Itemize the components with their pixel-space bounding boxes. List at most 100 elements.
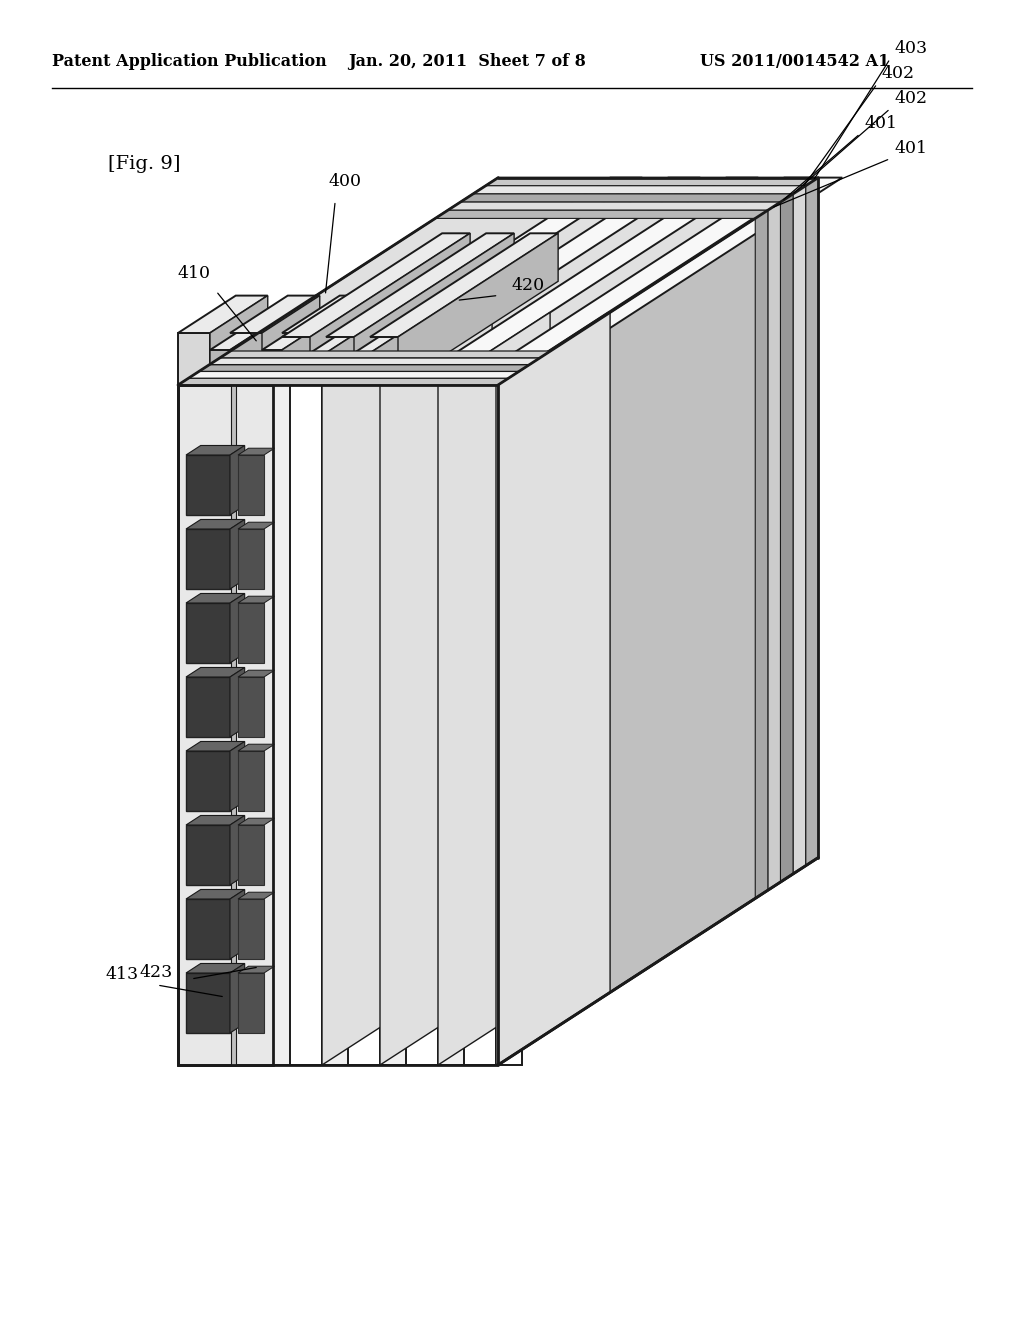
- Polygon shape: [220, 351, 551, 358]
- Polygon shape: [230, 668, 245, 737]
- Polygon shape: [210, 350, 230, 385]
- Text: [Fig. 9]: [Fig. 9]: [108, 154, 180, 173]
- Polygon shape: [238, 825, 264, 884]
- Polygon shape: [238, 523, 274, 529]
- Polygon shape: [290, 385, 322, 1065]
- Polygon shape: [230, 890, 245, 960]
- Polygon shape: [461, 194, 793, 202]
- Polygon shape: [768, 202, 780, 890]
- Polygon shape: [238, 671, 274, 677]
- Polygon shape: [178, 333, 210, 385]
- Polygon shape: [238, 973, 264, 1034]
- Polygon shape: [178, 296, 267, 333]
- Polygon shape: [370, 234, 558, 337]
- Polygon shape: [314, 350, 328, 385]
- Polygon shape: [186, 677, 230, 737]
- Polygon shape: [348, 178, 700, 385]
- Polygon shape: [186, 603, 230, 663]
- Polygon shape: [238, 455, 264, 515]
- Polygon shape: [348, 385, 380, 1065]
- Polygon shape: [473, 186, 806, 194]
- Polygon shape: [178, 385, 498, 1065]
- Polygon shape: [186, 816, 245, 825]
- Polygon shape: [186, 825, 230, 884]
- Polygon shape: [186, 594, 245, 603]
- Polygon shape: [354, 249, 530, 352]
- Polygon shape: [230, 964, 245, 1034]
- Polygon shape: [186, 751, 230, 810]
- Polygon shape: [326, 249, 486, 385]
- Polygon shape: [238, 966, 274, 973]
- Polygon shape: [238, 677, 264, 737]
- Text: 402: 402: [882, 65, 914, 82]
- Text: Patent Application Publication: Patent Application Publication: [52, 53, 327, 70]
- Polygon shape: [186, 899, 230, 960]
- Polygon shape: [178, 347, 331, 385]
- Polygon shape: [211, 359, 314, 364]
- Polygon shape: [310, 352, 326, 385]
- Polygon shape: [202, 364, 305, 370]
- Text: Jan. 20, 2011  Sheet 7 of 8: Jan. 20, 2011 Sheet 7 of 8: [348, 53, 586, 70]
- Polygon shape: [806, 178, 818, 866]
- Polygon shape: [322, 313, 434, 1065]
- Polygon shape: [406, 178, 758, 385]
- Polygon shape: [756, 210, 768, 899]
- Polygon shape: [354, 234, 514, 385]
- Polygon shape: [447, 202, 780, 210]
- Polygon shape: [238, 751, 264, 810]
- Polygon shape: [793, 186, 806, 874]
- Polygon shape: [238, 899, 264, 960]
- Polygon shape: [210, 358, 540, 364]
- Polygon shape: [370, 249, 530, 385]
- Polygon shape: [370, 337, 398, 385]
- Polygon shape: [230, 296, 319, 333]
- Polygon shape: [219, 352, 323, 359]
- Polygon shape: [186, 742, 245, 751]
- Polygon shape: [199, 364, 529, 371]
- Polygon shape: [464, 385, 496, 1065]
- Polygon shape: [230, 445, 245, 515]
- Polygon shape: [227, 347, 331, 352]
- Polygon shape: [485, 178, 818, 186]
- Polygon shape: [230, 594, 245, 663]
- Polygon shape: [398, 234, 558, 385]
- Text: 413: 413: [105, 966, 138, 983]
- Polygon shape: [314, 313, 386, 350]
- Polygon shape: [282, 333, 314, 385]
- Text: 420: 420: [511, 277, 545, 294]
- Polygon shape: [230, 520, 245, 589]
- Text: 402: 402: [894, 90, 928, 107]
- Polygon shape: [238, 603, 264, 663]
- Text: 410: 410: [178, 265, 211, 282]
- Polygon shape: [210, 296, 267, 385]
- Polygon shape: [186, 668, 245, 677]
- Polygon shape: [406, 385, 438, 1065]
- Text: 423: 423: [139, 964, 172, 981]
- Polygon shape: [186, 890, 245, 899]
- Polygon shape: [498, 385, 522, 1065]
- Polygon shape: [238, 892, 274, 899]
- Polygon shape: [380, 313, 493, 1065]
- Polygon shape: [310, 249, 486, 352]
- Polygon shape: [238, 529, 264, 589]
- Polygon shape: [326, 234, 514, 337]
- Text: 401: 401: [864, 115, 897, 132]
- Polygon shape: [498, 178, 843, 385]
- Polygon shape: [314, 296, 372, 385]
- Polygon shape: [178, 379, 509, 385]
- Polygon shape: [496, 313, 608, 1065]
- Polygon shape: [464, 178, 816, 385]
- Polygon shape: [186, 973, 230, 1034]
- Polygon shape: [178, 385, 273, 1065]
- Text: US 2011/0014542 A1: US 2011/0014542 A1: [700, 53, 890, 70]
- Polygon shape: [328, 313, 386, 385]
- Polygon shape: [230, 333, 262, 385]
- Polygon shape: [178, 178, 818, 385]
- Polygon shape: [186, 455, 230, 515]
- Polygon shape: [282, 313, 340, 385]
- Polygon shape: [498, 178, 818, 1065]
- Polygon shape: [210, 313, 288, 350]
- Polygon shape: [282, 234, 470, 337]
- Polygon shape: [186, 529, 230, 589]
- Polygon shape: [186, 445, 245, 455]
